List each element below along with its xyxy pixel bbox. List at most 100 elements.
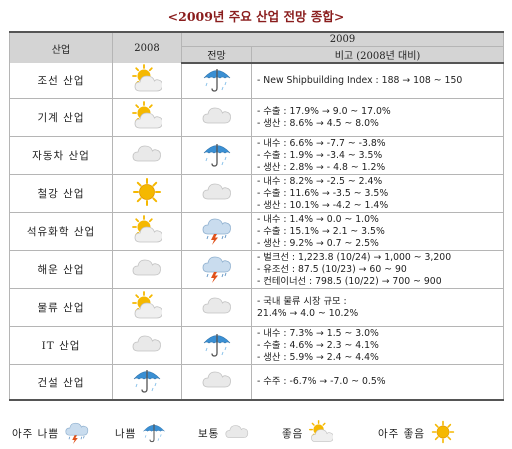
outlook-2009	[181, 174, 252, 213]
sunny-icon	[431, 420, 455, 447]
outlook-2008	[112, 326, 182, 365]
partly-sunny-icon	[132, 63, 163, 98]
remark-line: - 수출 : 4.6% → 2.3 ~ 4.1%	[257, 339, 379, 351]
remark-line: - 수출 : 17.9% → 9.0 ~ 17.0%	[257, 105, 391, 117]
outlook-2009	[181, 250, 252, 289]
remark-line: - 생산 : 2.8% → - 4.8 ~ 1.2%	[257, 161, 386, 173]
umbrella-icon	[202, 139, 232, 173]
header-industry: 산업	[9, 31, 113, 63]
cloudy-icon	[202, 291, 232, 325]
outlook-2009	[181, 63, 252, 99]
table-row: 물류 산업 - 국내 물류 시장 규모 :21.4% → 4.0 ~ 10.2%	[9, 288, 505, 327]
umbrella-icon	[132, 365, 162, 399]
header-2008: 2008	[112, 31, 182, 63]
table-row: 기계 산업 - 수출 : 17.9% → 9.0 ~ 17.0% - 생산 : 8…	[9, 98, 505, 137]
umbrella-icon	[142, 420, 166, 447]
industry-name: 석유화학 산업	[9, 212, 113, 251]
outlook-2008	[112, 212, 182, 251]
header-remarks: 비고 (2008년 대비)	[250, 46, 505, 64]
outlook-2009	[181, 136, 252, 175]
outlook-2008	[112, 364, 182, 401]
remarks-cell: - 수주 : -6.7% → -7.0 ~ 0.5%	[250, 364, 505, 401]
industry-name: 자동차 산업	[9, 136, 113, 175]
umbrella-icon	[202, 64, 232, 98]
remark-line: - 벌크선 : 1,223.8 (10/24) → 1,000 ~ 3,200	[257, 251, 452, 263]
legend-label: 좋음	[282, 427, 304, 440]
outlook-2008	[112, 98, 182, 137]
remark-line: - 내수 : 8.2% → -2.5 ~ 2.4%	[257, 175, 383, 187]
remark-line: - 수출 : 1.9% → -3.4 ~ 3.5%	[257, 149, 383, 161]
table-row: 자동차 산업 - 내수 : 6.6% → -7.7 ~ -3.8% - 수출 : …	[9, 136, 505, 175]
outlook-2009	[181, 326, 252, 365]
sunny-icon	[132, 177, 162, 211]
table-row: IT 산업 - 내수 : 7.3% → 1.5 ~ 3.0% - 수출 : 4.6…	[9, 326, 505, 365]
industry-name: 물류 산업	[9, 288, 113, 327]
remarks-cell: - 내수 : 6.6% → -7.7 ~ -3.8% - 수출 : 1.9% → …	[250, 136, 505, 175]
cloudy-icon	[202, 177, 232, 211]
outlook-2009	[181, 212, 252, 251]
outlook-2009	[181, 364, 252, 401]
legend-label: 아주 좋음	[378, 427, 425, 440]
partly-sunny-icon	[309, 419, 335, 447]
industry-name: 조선 산업	[9, 63, 113, 99]
cloudy-icon	[225, 420, 249, 447]
industry-name: 철강 산업	[9, 174, 113, 213]
remark-line: - 수주 : -6.7% → -7.0 ~ 0.5%	[257, 376, 386, 387]
industry-outlook-table: 산업 2008 2009 전망 비고 (2008년 대비) 조선 산업 - Ne…	[9, 31, 505, 401]
legend: 아주 나쁨 나쁨 보통 좋음 아주 좋음	[0, 419, 512, 447]
remark-line: - 국내 물류 시장 규모 :	[257, 295, 347, 307]
remark-line: - 생산 : 10.1% → -4.2 ~ 1.4%	[257, 199, 389, 211]
remark-line: - 수출 : 11.6% → -3.5 ~ 3.5%	[257, 187, 389, 199]
legend-label: 나쁨	[115, 427, 137, 440]
remarks-cell: - New Shipbuilding Index : 188 → 108 ~ 1…	[250, 63, 505, 99]
thunderstorm-icon	[202, 215, 232, 249]
umbrella-icon	[202, 329, 232, 363]
thunderstorm-icon	[202, 253, 232, 287]
cloudy-icon	[202, 101, 232, 135]
partly-sunny-icon	[132, 214, 163, 249]
remark-line: - New Shipbuilding Index : 188 → 108 ~ 1…	[257, 75, 463, 86]
header-outlook: 전망	[181, 46, 252, 64]
remark-line: - 내수 : 1.4% → 0.0 ~ 1.0%	[257, 213, 379, 225]
outlook-2008	[112, 288, 182, 327]
outlook-2008	[112, 250, 182, 289]
legend-item: 나쁨	[115, 420, 166, 447]
legend-item: 아주 나쁨	[12, 420, 89, 447]
table-title: <2009년 주요 산업 전망 종합>	[167, 9, 345, 24]
remark-line: - 생산 : 5.9% → 2.4 ~ 4.4%	[257, 351, 379, 363]
outlook-2008	[112, 136, 182, 175]
legend-label: 보통	[198, 427, 220, 440]
outlook-2008	[112, 63, 182, 99]
remark-line: - 내수 : 6.6% → -7.7 ~ -3.8%	[257, 137, 386, 149]
remark-line: - 컨테이너선 : 798.5 (10/22) → 700 ~ 900	[257, 275, 442, 287]
industry-name: 건설 산업	[9, 364, 113, 401]
cloudy-icon	[132, 139, 162, 173]
remark-line: - 수출 : 15.1% → 2.1 ~ 3.5%	[257, 225, 385, 237]
table-row: 조선 산업 - New Shipbuilding Index : 188 → 1…	[9, 63, 505, 99]
outlook-2009	[181, 98, 252, 137]
legend-item: 좋음	[282, 419, 335, 447]
table-row: 석유화학 산업 - 내수 : 1.4% → 0.0 ~ 1.0% - 수출 : 1…	[9, 212, 505, 251]
remarks-cell: - 국내 물류 시장 규모 :21.4% → 4.0 ~ 10.2%	[250, 288, 505, 327]
legend-item: 보통	[198, 420, 249, 447]
industry-name: IT 산업	[9, 326, 113, 365]
remark-line: - 생산 : 9.2% → 0.7 ~ 2.5%	[257, 237, 379, 249]
cloudy-icon	[132, 329, 162, 363]
cloudy-icon	[202, 365, 232, 399]
remarks-cell: - 내수 : 1.4% → 0.0 ~ 1.0% - 수출 : 15.1% → 2…	[250, 212, 505, 251]
outlook-2008	[112, 174, 182, 213]
industry-name: 기계 산업	[9, 98, 113, 137]
remarks-cell: - 벌크선 : 1,223.8 (10/24) → 1,000 ~ 3,200-…	[250, 250, 505, 289]
thunderstorm-icon	[65, 420, 89, 447]
outlook-2009	[181, 288, 252, 327]
table-row: 해운 산업 - 벌크선 : 1,223.8 (10/24) → 1,000 ~ …	[9, 250, 505, 289]
remark-line: - 유조선 : 87.5 (10/23) → 60 ~ 90	[257, 263, 407, 275]
partly-sunny-icon	[132, 290, 163, 325]
remarks-cell: - 내수 : 7.3% → 1.5 ~ 3.0% - 수출 : 4.6% → 2.…	[250, 326, 505, 365]
partly-sunny-icon	[132, 100, 163, 135]
cloudy-icon	[132, 253, 162, 287]
table-row: 건설 산업 - 수주 : -6.7% → -7.0 ~ 0.5%	[9, 364, 505, 401]
remark-line: - 내수 : 7.3% → 1.5 ~ 3.0%	[257, 327, 379, 339]
remarks-cell: - 수출 : 17.9% → 9.0 ~ 17.0% - 생산 : 8.6% → …	[250, 98, 505, 137]
legend-item: 아주 좋음	[378, 420, 455, 447]
